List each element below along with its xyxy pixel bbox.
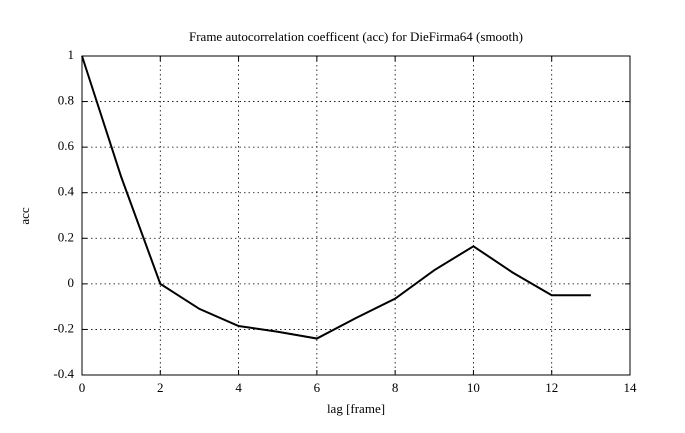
y-tick-label: -0.4 [53,366,74,381]
x-tick-label: 6 [314,380,321,395]
y-tick-label: 1 [68,47,75,62]
y-tick-label: 0.4 [58,184,75,199]
y-axis-label: acc [17,207,32,225]
chart-title: Frame autocorrelation coefficent (acc) f… [189,29,523,44]
y-tick-label: 0.2 [58,229,74,244]
x-axis-label: lag [frame] [327,401,385,416]
x-tick-label: 14 [624,380,638,395]
y-tick-label: -0.2 [53,320,74,335]
x-tick-label: 8 [392,380,399,395]
x-tick-label: 4 [235,380,242,395]
data-line [81,55,591,340]
x-tick-label: 2 [157,380,164,395]
y-tick-label: 0.8 [58,93,74,108]
x-tick-label: 0 [79,380,86,395]
y-tick-label: 0.6 [58,138,75,153]
x-tick-label: 10 [467,380,480,395]
plot-frame [81,55,631,376]
x-tick-label: 12 [545,380,558,395]
y-tick-label: 0 [68,275,75,290]
